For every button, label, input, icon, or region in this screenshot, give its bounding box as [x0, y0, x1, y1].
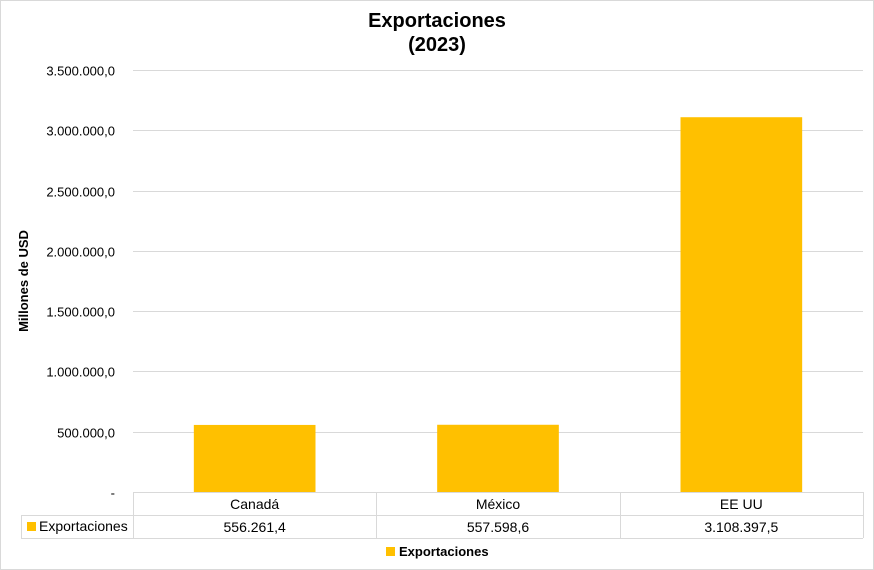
value-cell: 3.108.397,5 — [704, 519, 778, 535]
category-label: EE UU — [720, 496, 763, 512]
bars — [193, 117, 803, 493]
value-cell: 556.261,4 — [224, 519, 286, 535]
y-tick-label: 500.000,0 — [57, 426, 115, 441]
bar — [680, 117, 803, 493]
y-tick-label: - — [111, 486, 115, 501]
y-tick-label: 1.000.000,0 — [46, 365, 115, 380]
legend-swatch — [386, 547, 395, 556]
value-cell: 557.598,6 — [467, 519, 529, 535]
y-axis-label: Millones de USD — [16, 230, 31, 332]
y-tick-labels: - 500.000,0 1.000.000,0 1.500.000,0 2.000.00… — [46, 64, 115, 501]
bar — [437, 424, 559, 492]
y-tick-label: 2.000.000,0 — [46, 245, 115, 260]
y-tick-label: 3.500.000,0 — [46, 64, 115, 79]
chart-title: Exportaciones — [368, 10, 506, 32]
y-tick-label: 1.500.000,0 — [46, 305, 115, 320]
data-table: Canadá 556.261,4 México 557.598,6 EE UU 3.108… — [21, 492, 864, 539]
y-tick-label: 2.500.000,0 — [46, 185, 115, 200]
chart-subtitle: (2023) — [408, 34, 466, 56]
category-label: Canadá — [230, 496, 279, 512]
legend-label: Exportaciones — [399, 544, 489, 559]
legend: Exportaciones — [386, 544, 489, 559]
category-label: México — [476, 496, 521, 512]
y-tick-label: 3.000.000,0 — [46, 124, 115, 139]
table-series-name: Exportaciones — [39, 518, 128, 534]
table-series-swatch — [27, 522, 36, 531]
bar — [193, 424, 316, 492]
